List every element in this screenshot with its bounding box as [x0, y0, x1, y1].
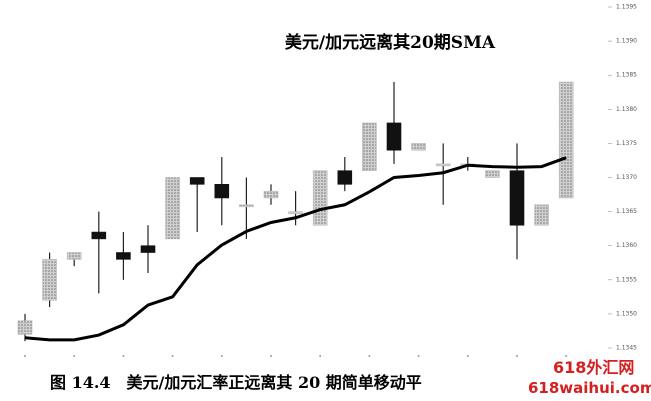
- candle-body: [386, 122, 402, 151]
- y-tick-label: 1.1375: [616, 140, 637, 147]
- candle-body: [411, 143, 426, 151]
- candle-body: [91, 231, 107, 240]
- candle-body: [116, 252, 131, 260]
- candle-body: [509, 170, 525, 226]
- x-dot: [565, 355, 568, 357]
- y-tick-label: 1.1385: [616, 72, 637, 79]
- y-tick-label: 1.1345: [616, 345, 637, 352]
- watermark-site: 618外汇网: [553, 358, 634, 377]
- y-tick-label: 1.1395: [616, 4, 637, 11]
- candle-body: [337, 170, 353, 185]
- x-dot: [466, 355, 469, 357]
- chart-title: 美元/加元远离其20期SMA: [285, 32, 496, 53]
- x-dot: [171, 355, 174, 357]
- y-tick-label: 1.1350: [616, 310, 637, 317]
- candle-body: [140, 245, 156, 253]
- candle-body: [239, 204, 254, 208]
- candle-body: [534, 204, 549, 226]
- x-dot: [319, 355, 322, 357]
- x-dot: [122, 355, 125, 357]
- x-dot: [417, 355, 420, 357]
- candle-body: [558, 81, 574, 199]
- candle-body: [288, 211, 303, 214]
- x-dot: [516, 355, 518, 357]
- candle-body: [312, 170, 328, 226]
- candle-body: [66, 252, 82, 260]
- candle-body: [17, 320, 33, 335]
- x-dot: [220, 355, 223, 357]
- y-tick-label: 1.1390: [616, 38, 637, 45]
- x-dot: [73, 355, 76, 357]
- candle-body: [435, 163, 451, 167]
- candle-body: [362, 122, 377, 171]
- sma-line: [24, 156, 567, 342]
- candle-body: [42, 259, 57, 301]
- y-tick-label: 1.1370: [616, 174, 637, 181]
- x-dot: [270, 355, 272, 357]
- candle-body: [263, 190, 279, 199]
- candle-body: [214, 184, 230, 199]
- candle-body: [485, 170, 500, 178]
- x-dot: [368, 355, 371, 357]
- candle-body: [189, 177, 205, 185]
- y-tick-label: 1.1360: [616, 242, 637, 249]
- y-tick-label: 1.1355: [616, 276, 637, 283]
- y-tick-label: 1.1365: [616, 208, 637, 215]
- y-tick-label: 1.1380: [616, 106, 637, 113]
- watermark-url: 618waihui.com: [528, 379, 651, 397]
- caption: 图 14.4 美元/加元汇率正远离其 20 期简单移动平: [50, 373, 422, 392]
- x-dot: [24, 355, 26, 357]
- candle-body: [165, 177, 180, 240]
